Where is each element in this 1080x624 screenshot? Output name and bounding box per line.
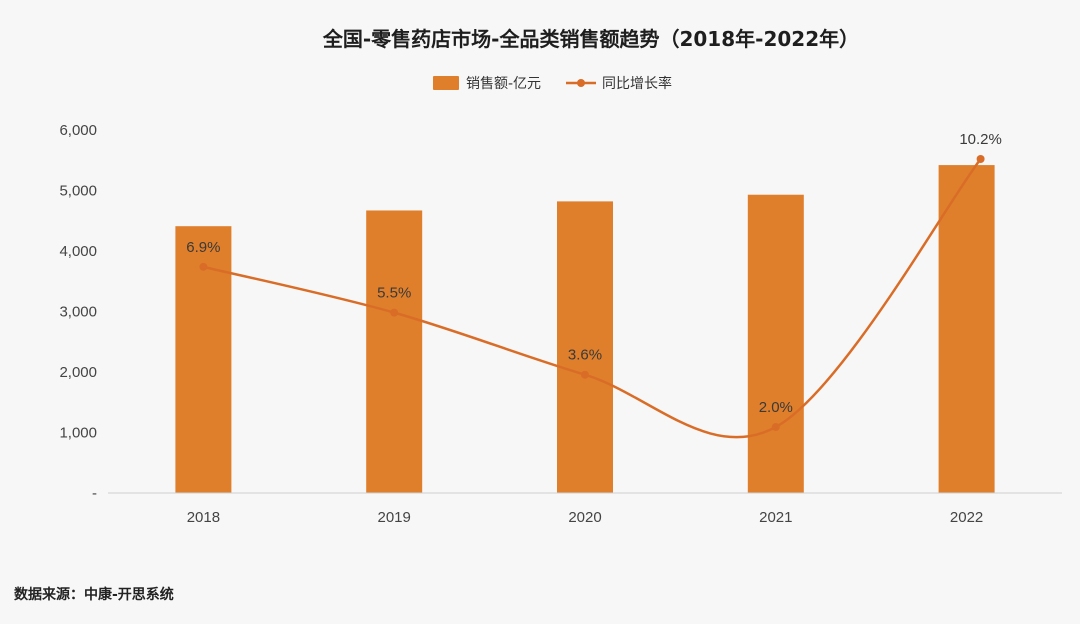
growth-rate-point	[771, 423, 780, 431]
x-tick-label: 2019	[378, 509, 411, 526]
line-series: 6.9% 5.5% 3.6% 2.0% 10.2%	[186, 131, 1002, 439]
x-tick-label: 2018	[187, 509, 220, 526]
y-axis: - 1,000 2,000 3,000 4,000 5,000 6,000	[59, 122, 97, 502]
growth-rate-point	[976, 155, 985, 163]
bar	[557, 201, 613, 493]
bar	[938, 165, 995, 493]
y-tick-label: 6,000	[59, 122, 97, 139]
growth-rate-label: 2.0%	[759, 399, 793, 416]
bar	[747, 194, 804, 494]
y-tick-label: 2,000	[59, 364, 97, 381]
growth-rate-label: 6.9%	[186, 239, 220, 256]
y-tick-label: -	[92, 485, 97, 502]
y-tick-label: 4,000	[59, 243, 97, 260]
x-axis: 2018 2019 2020 2021 2022	[187, 509, 984, 526]
legend-bar-label: 销售额-亿元	[466, 76, 541, 92]
legend-line-marker	[577, 79, 585, 87]
y-tick-label: 3,000	[59, 304, 97, 321]
bar	[366, 210, 423, 493]
growth-rate-label: 5.5%	[377, 285, 411, 302]
y-tick-label: 1,000	[59, 425, 97, 442]
y-tick-label: 5,000	[59, 183, 97, 200]
legend-bar-swatch	[433, 76, 459, 90]
growth-rate-point	[581, 370, 589, 379]
legend-line-label: 同比增长率	[602, 75, 672, 92]
x-tick-label: 2021	[759, 509, 792, 526]
growth-rate-label: 10.2%	[959, 131, 1002, 148]
bar-series	[175, 165, 995, 494]
growth-rate-point	[390, 308, 399, 317]
x-tick-label: 2022	[950, 509, 983, 526]
growth-rate-line	[203, 158, 982, 439]
chart-title: 全国-零售药店市场-全品类销售额趋势（2018年-2022年）	[322, 27, 859, 51]
source-note: 数据来源：中康-开思系统	[14, 586, 174, 603]
growth-rate-label: 3.6%	[568, 347, 602, 364]
growth-rate-point	[199, 262, 208, 271]
legend: 销售额-亿元 同比增长率	[433, 75, 672, 92]
x-tick-label: 2020	[568, 509, 601, 526]
